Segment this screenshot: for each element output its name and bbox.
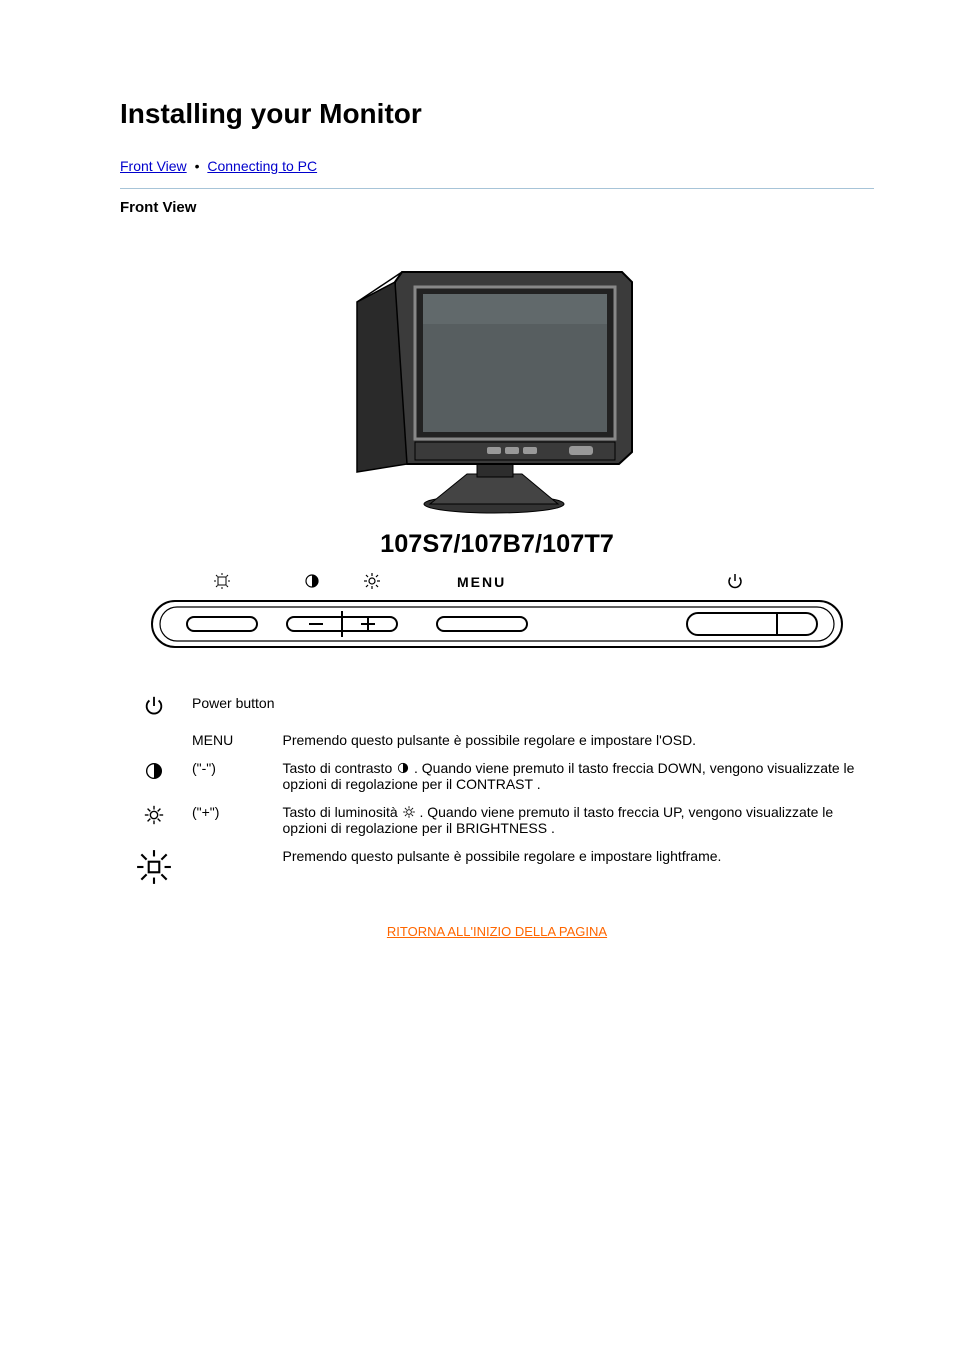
section-front-view: Front View [120,199,874,216]
contrast-icon [396,761,410,775]
button-table: Power button MENU Premendo questo pulsan… [120,689,874,895]
table-row: ("+") Tasto di luminosità . Quando viene… [120,798,874,842]
nav-front-link[interactable]: Front View [120,158,187,174]
nav-separator: • [195,158,204,174]
table-row: ("-") Tasto di contrasto . Quando viene … [120,754,874,798]
lightframe-desc: Premendo questo pulsante è possibile reg… [279,842,875,895]
brightness-icon [402,805,416,819]
control-panel-figure: MENU [120,571,874,661]
page-title: Installing your Monitor [120,98,874,130]
table-row: MENU Premendo questo pulsante è possibil… [120,726,874,754]
lightframe-icon [135,848,173,886]
brightness-label: ("+") [188,798,279,842]
contrast-desc: Tasto di contrasto . Quando viene premut… [279,754,875,798]
power-label: Power button [188,689,279,726]
menu-label: MENU [188,726,279,754]
panel-menu-label: MENU [457,574,506,590]
menu-desc: Premendo questo pulsante è possibile reg… [279,726,875,754]
model-label: 107S7/107B7/107T7 [380,530,614,558]
power-desc [279,689,875,726]
divider [120,188,874,189]
brightness-icon [143,804,165,826]
back-to-top-link[interactable]: RITORNA ALL'INIZIO DELLA PAGINA [387,924,607,939]
monitor-illustration [347,232,647,522]
control-panel-illustration: MENU [147,571,847,661]
brightness-desc-prefix: Tasto di luminosità [283,804,402,820]
breadcrumb: Front View • Connecting to PC [120,158,874,174]
contrast-icon [143,760,165,782]
contrast-label: ("-") [188,754,279,798]
table-row: Power button [120,689,874,726]
brightness-desc: Tasto di luminosità . Quando viene premu… [279,798,875,842]
monitor-figure [120,232,874,522]
nav-connect-link[interactable]: Connecting to PC [207,158,317,174]
power-icon [143,695,165,717]
table-row: Premendo questo pulsante è possibile reg… [120,842,874,895]
contrast-desc-prefix: Tasto di contrasto [283,760,397,776]
